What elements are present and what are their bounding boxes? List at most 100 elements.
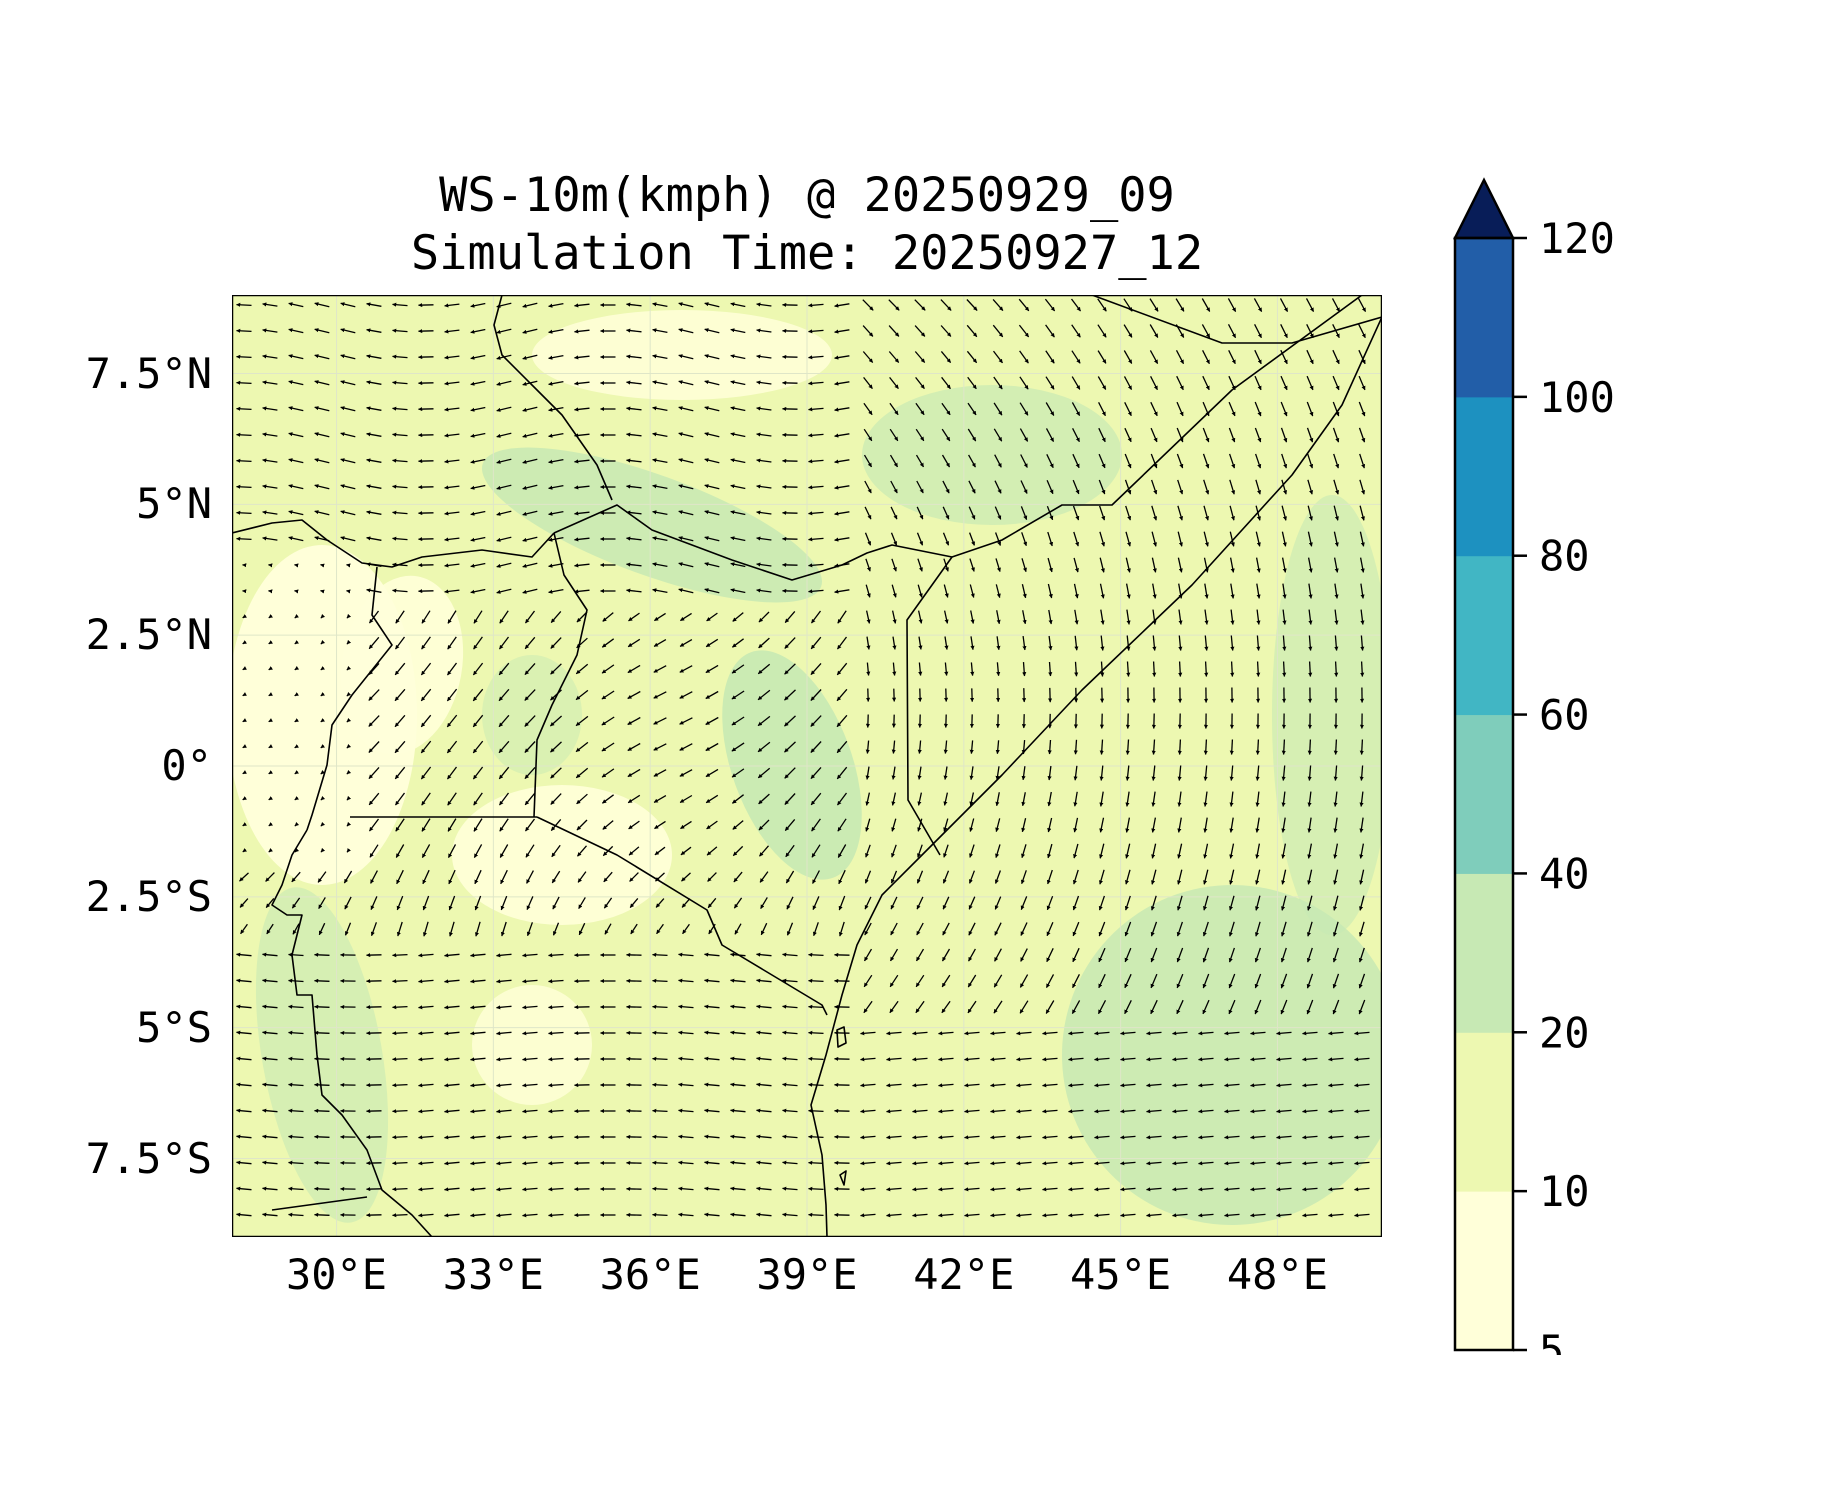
wind-arrow — [863, 402, 873, 416]
wind-arrow — [262, 302, 278, 307]
wind-arrow — [288, 432, 304, 438]
wind-arrow — [993, 376, 1003, 390]
wind-arrow — [1230, 661, 1235, 677]
wind-arrow — [1100, 635, 1105, 651]
wind-arrow — [1149, 350, 1159, 364]
wind-arrow — [1360, 583, 1365, 599]
wind-arrow — [368, 610, 380, 624]
wind-arrow — [679, 717, 693, 725]
wind-arrow — [1071, 324, 1081, 338]
wind-arrow — [653, 743, 667, 751]
wind-arrow — [1149, 324, 1159, 338]
wind-arrow — [866, 662, 871, 676]
wind-arrow — [1176, 427, 1184, 443]
border-malawi-zambia — [271, 1196, 368, 1211]
wind-arrow — [808, 1030, 824, 1035]
wind-arrow — [1151, 531, 1157, 547]
wind-arrow — [366, 458, 382, 463]
wind-arrow — [314, 1030, 330, 1035]
wind-arrow — [1097, 376, 1107, 390]
breezy-area — [1062, 885, 1382, 1225]
wind-arrow — [392, 484, 408, 489]
wind-arrow — [320, 589, 325, 594]
wind-arrow — [758, 611, 770, 623]
wind-arrow — [1048, 661, 1053, 677]
wind-arrow — [574, 381, 590, 386]
wind-arrow — [627, 768, 641, 778]
wind-arrow — [548, 458, 564, 464]
wind-arrow — [444, 329, 460, 334]
wind-arrow — [392, 1161, 408, 1166]
wind-arrow — [891, 610, 897, 624]
wind-arrow — [941, 402, 951, 416]
wind-arrow — [446, 740, 458, 754]
wind-arrow — [1125, 531, 1132, 547]
wind-arrow — [1203, 479, 1210, 495]
wind-arrow — [346, 665, 352, 671]
wind-arrow — [1047, 583, 1053, 599]
colorbar-band — [1455, 714, 1513, 874]
wind-arrow — [1018, 298, 1030, 312]
wind-arrow — [574, 303, 590, 308]
wind-arrow — [917, 740, 922, 754]
wind-arrow — [444, 485, 460, 490]
wind-arrow — [1254, 401, 1262, 417]
wind-arrow — [242, 796, 247, 801]
wind-arrow — [704, 562, 720, 568]
wind-arrow — [970, 636, 975, 651]
wind-arrow — [1074, 661, 1079, 677]
wind-arrow — [550, 610, 562, 624]
wind-arrow — [496, 302, 512, 308]
wind-arrow — [392, 1135, 408, 1140]
wind-arrow — [548, 354, 564, 360]
wind-arrow — [1125, 739, 1130, 755]
wind-arrow — [915, 428, 925, 442]
wind-arrow — [524, 715, 536, 727]
wind-arrow — [392, 1187, 408, 1192]
wind-arrow — [1048, 609, 1053, 625]
wind-arrow — [626, 354, 642, 359]
wind-arrow — [1021, 818, 1027, 833]
wind-arrow — [1228, 453, 1236, 469]
wind-arrow — [1071, 376, 1081, 390]
wind-arrow — [314, 952, 330, 957]
map-gridlines — [232, 295, 1382, 1237]
wind-arrow — [1358, 401, 1366, 417]
wind-arrow — [1308, 661, 1313, 677]
wind-arrow — [967, 402, 977, 416]
wind-arrow — [652, 458, 668, 464]
wind-arrow — [294, 563, 299, 568]
wind-arrow — [314, 1186, 330, 1191]
wind-arrow — [1281, 739, 1286, 755]
wind-arrow — [1229, 557, 1235, 573]
wind-arrow — [1332, 427, 1340, 443]
wind-arrow — [993, 402, 1003, 416]
wind-arrow — [1020, 454, 1028, 468]
wind-arrow — [994, 480, 1002, 494]
colorbar-band — [1455, 1032, 1513, 1192]
wind-arrow — [626, 328, 642, 333]
wind-arrow — [1099, 583, 1105, 599]
wind-arrow — [340, 406, 356, 412]
wind-arrow — [731, 768, 745, 778]
y-tick-label: 7.5°N — [85, 348, 212, 398]
wind-arrow — [680, 612, 692, 622]
wind-arrow — [446, 662, 458, 676]
wind-arrow — [366, 484, 382, 489]
wind-arrow — [917, 766, 922, 780]
wind-arrow — [288, 536, 304, 542]
wind-arrow — [575, 715, 589, 727]
wind-arrow — [1152, 609, 1157, 625]
wind-arrow — [346, 717, 352, 723]
wind-arrow — [447, 610, 457, 624]
wind-arrow — [704, 302, 720, 308]
wind-arrow — [314, 432, 330, 438]
wind-arrow — [834, 381, 850, 386]
wind-arrow — [524, 610, 536, 624]
wind-arrow — [810, 741, 822, 753]
wind-arrow — [1254, 324, 1262, 339]
wind-arrow — [574, 511, 590, 516]
wind-arrow — [420, 688, 432, 702]
wind-arrow — [1073, 791, 1078, 807]
wind-arrow — [757, 741, 771, 753]
